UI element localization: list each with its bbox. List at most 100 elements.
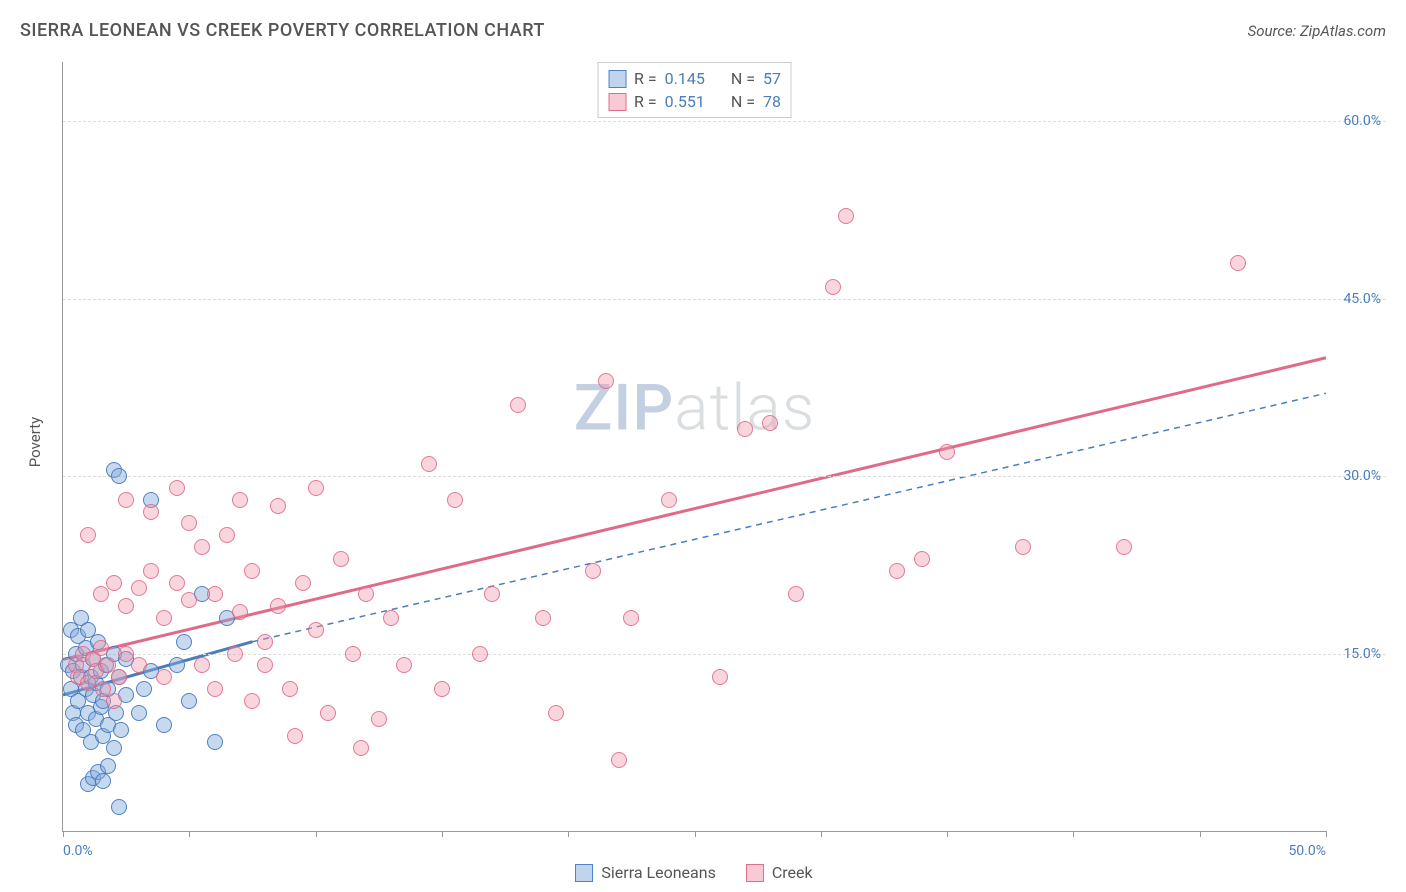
gridline-h	[63, 299, 1386, 300]
data-point-s2	[219, 527, 235, 543]
data-point-s2	[156, 669, 172, 685]
data-point-s2	[118, 598, 134, 614]
data-point-s2	[308, 480, 324, 496]
data-point-s2	[80, 527, 96, 543]
data-point-s2	[434, 681, 450, 697]
data-point-s2	[287, 728, 303, 744]
r-value-1: 0.145	[665, 69, 705, 88]
data-point-s2	[447, 492, 463, 508]
data-point-s1	[136, 681, 152, 697]
ytick-label: 30.0%	[1343, 468, 1381, 484]
data-point-s2	[244, 693, 260, 709]
trend-line	[252, 393, 1326, 641]
data-point-s2	[737, 421, 753, 437]
data-point-s2	[207, 586, 223, 602]
xtick	[189, 831, 190, 837]
xtick	[63, 831, 64, 837]
xtick	[1326, 831, 1327, 837]
data-point-s1	[181, 693, 197, 709]
data-point-s2	[257, 657, 273, 673]
xtick	[442, 831, 443, 837]
data-point-s2	[383, 610, 399, 626]
trend-line	[63, 358, 1326, 660]
data-point-s2	[484, 586, 500, 602]
r-label-2: R =	[634, 92, 657, 111]
xtick-label: 0.0%	[63, 843, 93, 859]
data-point-s1	[111, 799, 127, 815]
swatch-series2	[608, 93, 626, 111]
data-point-s2	[169, 480, 185, 496]
xtick	[695, 831, 696, 837]
data-point-s1	[106, 740, 122, 756]
data-point-s2	[194, 657, 210, 673]
data-point-s1	[100, 758, 116, 774]
data-point-s2	[472, 646, 488, 662]
data-point-s2	[320, 705, 336, 721]
data-point-s2	[93, 640, 109, 656]
data-point-s2	[396, 657, 412, 673]
data-point-s2	[1015, 539, 1031, 555]
n-label-1: N =	[731, 69, 755, 88]
data-point-s1	[156, 717, 172, 733]
data-point-s2	[118, 492, 134, 508]
data-point-s2	[762, 415, 778, 431]
data-point-s2	[939, 444, 955, 460]
data-point-s2	[333, 551, 349, 567]
ytick-label: 60.0%	[1343, 113, 1381, 129]
data-point-s2	[143, 504, 159, 520]
r-label-1: R =	[634, 69, 657, 88]
data-point-s2	[295, 575, 311, 591]
data-point-s2	[181, 592, 197, 608]
data-point-s2	[282, 681, 298, 697]
data-point-s2	[1116, 539, 1132, 555]
chart-area: Poverty ZIPatlas R = 0.145 N = 57 R = 0.…	[20, 52, 1386, 892]
xtick	[316, 831, 317, 837]
data-point-s2	[270, 498, 286, 514]
data-point-s2	[510, 397, 526, 413]
data-point-s2	[548, 705, 564, 721]
data-point-s2	[156, 610, 172, 626]
data-point-s2	[585, 563, 601, 579]
stats-row-1: R = 0.145 N = 57	[608, 67, 781, 90]
legend-swatch-2	[746, 864, 764, 882]
data-point-s2	[131, 657, 147, 673]
chart-title: SIERRA LEONEAN VS CREEK POVERTY CORRELAT…	[20, 20, 545, 41]
data-point-s2	[93, 586, 109, 602]
chart-header: SIERRA LEONEAN VS CREEK POVERTY CORRELAT…	[20, 20, 1386, 41]
data-point-s2	[227, 646, 243, 662]
ytick-label: 45.0%	[1343, 291, 1381, 307]
data-point-s1	[95, 773, 111, 789]
legend-item-2: Creek	[746, 863, 813, 882]
data-point-s2	[788, 586, 804, 602]
data-point-s2	[106, 575, 122, 591]
data-point-s2	[353, 740, 369, 756]
n-label-2: N =	[731, 92, 755, 111]
data-point-s2	[194, 539, 210, 555]
plot-region: ZIPatlas R = 0.145 N = 57 R = 0.551 N = …	[62, 62, 1326, 832]
n-value-2: 78	[763, 92, 781, 111]
data-point-s2	[712, 669, 728, 685]
data-point-s2	[661, 492, 677, 508]
r-value-2: 0.551	[665, 92, 705, 111]
data-point-s2	[232, 492, 248, 508]
data-point-s2	[181, 515, 197, 531]
data-point-s2	[421, 456, 437, 472]
data-point-s2	[1230, 255, 1246, 271]
trend-lines-layer	[63, 62, 1326, 831]
xtick	[568, 831, 569, 837]
xtick	[1073, 831, 1074, 837]
data-point-s2	[270, 598, 286, 614]
gridline-h	[63, 476, 1386, 477]
bottom-legend: Sierra Leoneans Creek	[62, 863, 1326, 882]
legend-label-2: Creek	[772, 863, 813, 882]
y-axis-label: Poverty	[26, 417, 44, 467]
swatch-series1	[608, 70, 626, 88]
y-axis-label-wrap: Poverty	[20, 52, 50, 832]
data-point-s2	[111, 669, 127, 685]
data-point-s2	[131, 580, 147, 596]
data-point-s1	[207, 734, 223, 750]
data-point-s2	[143, 563, 159, 579]
source-label: Source: ZipAtlas.com	[1248, 22, 1386, 40]
data-point-s2	[257, 634, 273, 650]
data-point-s1	[169, 657, 185, 673]
